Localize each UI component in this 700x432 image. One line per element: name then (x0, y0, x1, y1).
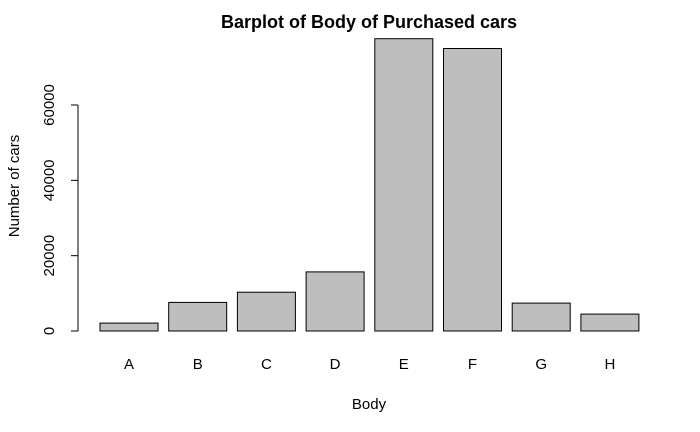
y-tick-label: 0 (41, 327, 58, 335)
y-tick-label: 60000 (41, 84, 58, 126)
y-tick-label: 40000 (41, 159, 58, 201)
bar-b (168, 301, 228, 332)
x-tick-label-f: F (468, 356, 477, 373)
x-tick-label-e: E (399, 356, 409, 373)
x-tick-label-g: G (535, 356, 547, 373)
bar-e (374, 38, 434, 332)
x-tick-label-b: B (193, 356, 203, 373)
chart-title: Barplot of Body of Purchased cars (221, 12, 517, 32)
bar-h (580, 313, 640, 332)
bar-g (511, 302, 571, 332)
bar-c (236, 291, 296, 332)
y-axis: 0 20000 40000 60000 (41, 84, 79, 335)
x-tick-label-a: A (124, 356, 134, 373)
bar-f (443, 48, 502, 332)
y-tick-label: 20000 (41, 235, 58, 277)
bar-d (305, 271, 365, 332)
x-axis-label: Body (352, 396, 387, 413)
bars-group (99, 38, 640, 332)
x-tick-label-d: D (330, 356, 341, 373)
x-tick-label-c: C (261, 356, 272, 373)
bar-a (99, 322, 159, 332)
x-tick-label-h: H (604, 356, 615, 373)
y-axis-label: Number of cars (6, 135, 23, 238)
x-tick-labels: A B C D E F G H (124, 356, 615, 373)
